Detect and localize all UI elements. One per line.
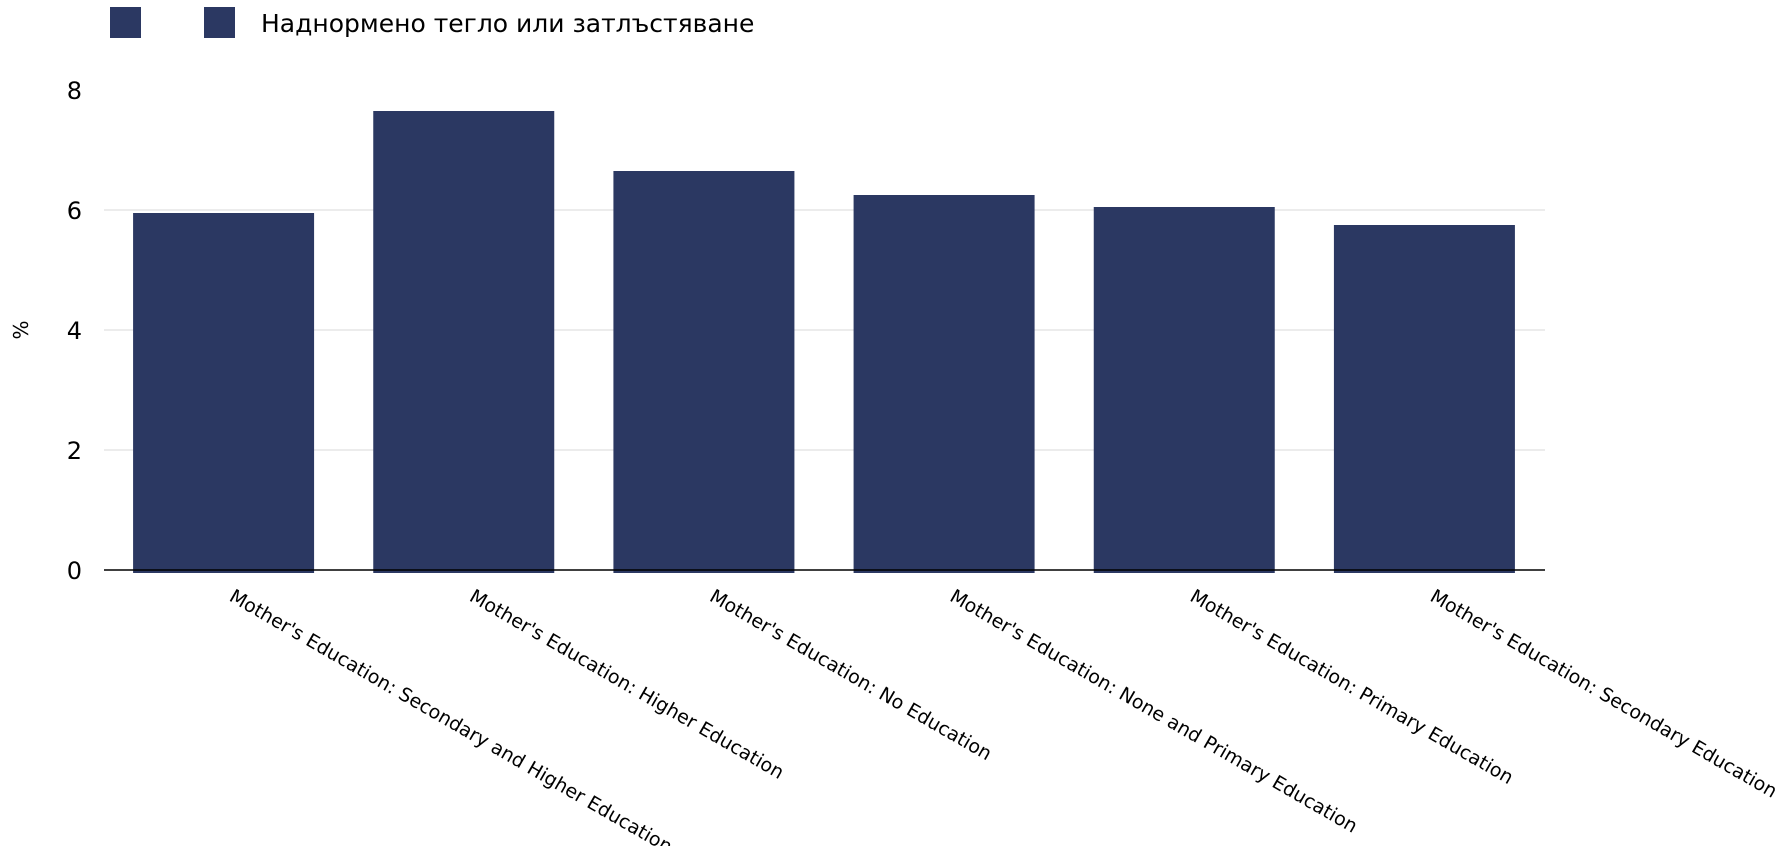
y-axis-ticks: 0 2 4 6 8 [67,77,82,585]
bar [373,111,555,573]
x-tick-label: Mother's Education: Secondary and Higher… [226,585,676,846]
bar [853,195,1035,573]
y-tick-label: 4 [67,317,82,345]
bar [133,213,315,573]
bar [613,171,795,573]
legend: Наднормено тегло или затлъстяване [110,7,754,38]
bar [1333,225,1515,573]
legend-swatch [204,7,235,38]
y-tick-label: 2 [67,437,82,465]
y-axis-label: % [9,320,33,339]
bar [1093,207,1275,573]
x-axis-labels: Mother's Education: Secondary and Higher… [226,585,1776,846]
y-tick-label: 8 [67,77,82,105]
y-tick-label: 6 [67,197,82,225]
legend-swatch [110,7,141,38]
x-tick-label: Mother's Education: No Education [706,585,996,765]
bars [133,111,1515,573]
x-tick-label: Mother's Education: None and Primary Edu… [946,585,1361,837]
legend-label: Наднормено тегло или затлъстяване [261,9,754,38]
gridlines [104,209,1545,451]
y-tick-label: 0 [67,557,82,585]
